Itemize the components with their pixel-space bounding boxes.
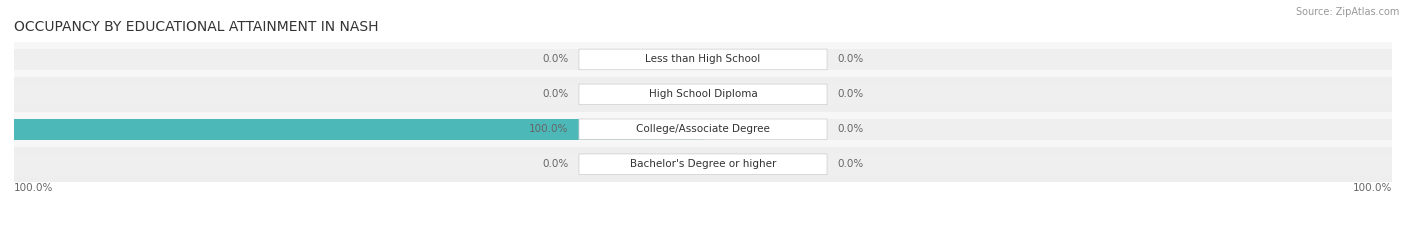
- Bar: [14, 42, 1392, 77]
- Text: 0.0%: 0.0%: [543, 89, 568, 99]
- Text: 0.0%: 0.0%: [543, 159, 568, 169]
- FancyBboxPatch shape: [579, 154, 827, 175]
- Bar: [14, 77, 1392, 112]
- Text: 100.0%: 100.0%: [14, 184, 53, 193]
- Bar: [14, 49, 703, 70]
- Bar: [14, 147, 1392, 182]
- Bar: [14, 84, 703, 105]
- Bar: [703, 119, 1392, 140]
- Text: 100.0%: 100.0%: [529, 124, 568, 134]
- Bar: [703, 154, 1392, 175]
- FancyBboxPatch shape: [579, 49, 827, 70]
- Text: College/Associate Degree: College/Associate Degree: [636, 124, 770, 134]
- Text: 0.0%: 0.0%: [838, 159, 863, 169]
- Text: 100.0%: 100.0%: [1353, 184, 1392, 193]
- FancyBboxPatch shape: [579, 84, 827, 105]
- Bar: [14, 119, 703, 140]
- Text: High School Diploma: High School Diploma: [648, 89, 758, 99]
- Text: Source: ZipAtlas.com: Source: ZipAtlas.com: [1295, 7, 1399, 17]
- Text: Bachelor's Degree or higher: Bachelor's Degree or higher: [630, 159, 776, 169]
- Bar: [14, 112, 1392, 147]
- Bar: [703, 49, 1392, 70]
- Text: 0.0%: 0.0%: [838, 89, 863, 99]
- Text: Less than High School: Less than High School: [645, 55, 761, 64]
- Text: 0.0%: 0.0%: [543, 55, 568, 64]
- Bar: [703, 84, 1392, 105]
- FancyBboxPatch shape: [579, 119, 827, 140]
- Text: 0.0%: 0.0%: [838, 124, 863, 134]
- Legend: Owner-occupied, Renter-occupied: Owner-occupied, Renter-occupied: [581, 230, 825, 233]
- Text: OCCUPANCY BY EDUCATIONAL ATTAINMENT IN NASH: OCCUPANCY BY EDUCATIONAL ATTAINMENT IN N…: [14, 20, 378, 34]
- Bar: [14, 119, 703, 140]
- Text: 0.0%: 0.0%: [838, 55, 863, 64]
- Bar: [14, 154, 703, 175]
